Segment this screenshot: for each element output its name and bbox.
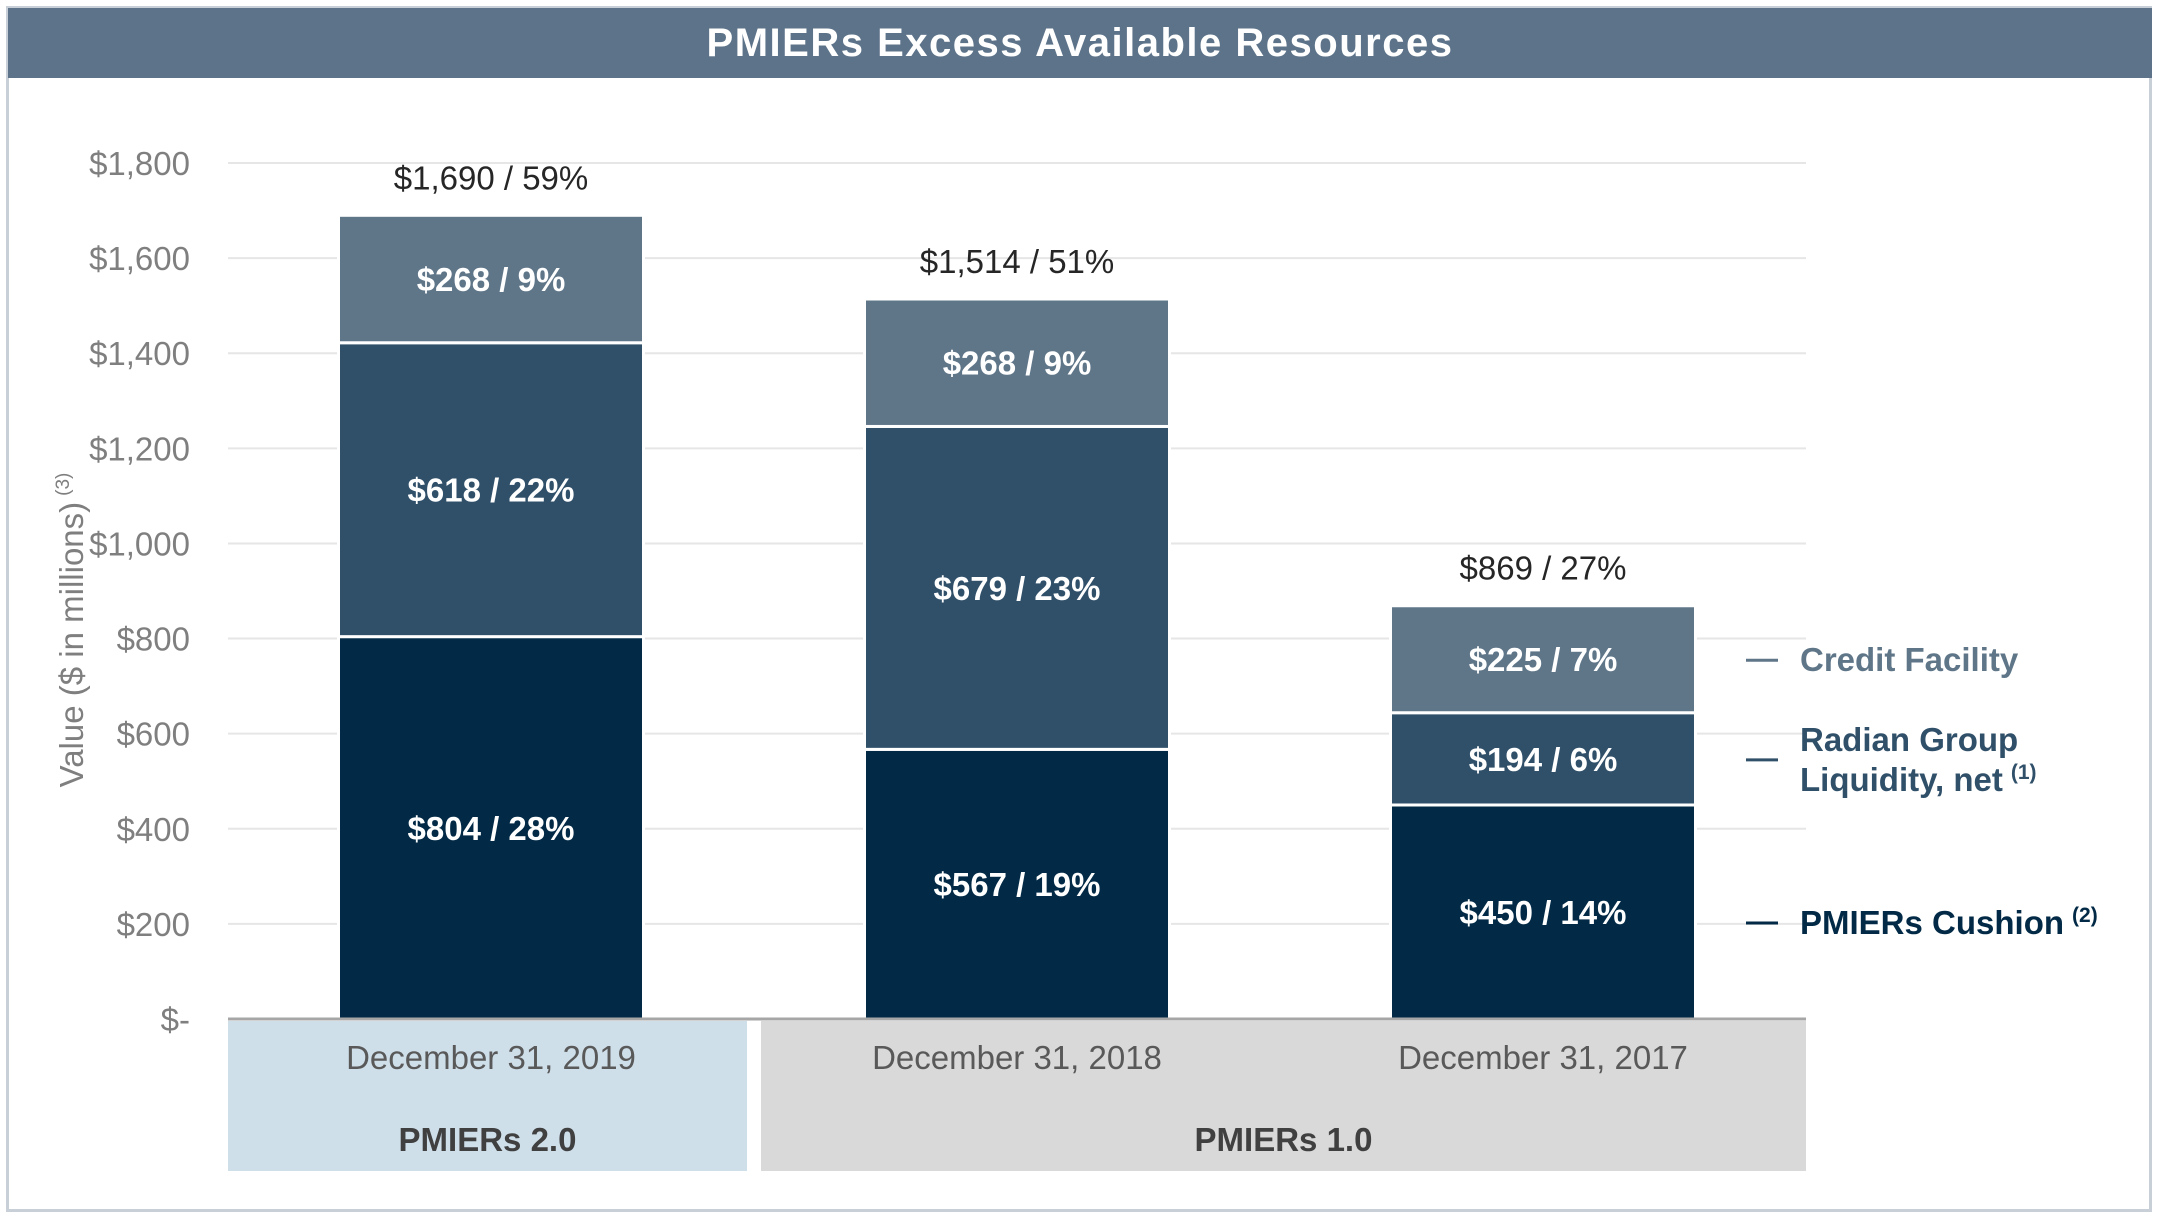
category-group-label: PMIERs 1.0	[1195, 1121, 1373, 1158]
axes: $- $200 $400 $600 $800 $1,000 $1,200 $1,400 $1,6…	[89, 145, 1806, 1076]
legend-label: Liquidity, net (1)	[1800, 761, 2037, 798]
bar-segment	[1389, 711, 1697, 807]
y-tick-label: $1,800	[89, 145, 190, 182]
y-tick-label: $400	[117, 811, 190, 848]
bar-segment-label: $194 / 6%	[1469, 741, 1618, 778]
bar-segment	[337, 213, 645, 345]
bar-total-label: $1,690 / 59%	[394, 159, 589, 196]
y-tick-label: $1,000	[89, 525, 190, 562]
y-tick-label: $1,600	[89, 240, 190, 277]
legend-label-text: Liquidity, net	[1800, 761, 2003, 798]
legend-label: PMIERs Cushion (2)	[1800, 904, 2098, 941]
bar-segment-label: $225 / 7%	[1469, 641, 1618, 678]
bars: $804 / 28% $618 / 22% $268 / 9% $1,690 / 59…	[337, 159, 1697, 1021]
category-group-band	[228, 1021, 747, 1171]
bar-segment-label: $567 / 19%	[934, 866, 1101, 903]
bar-total-label: $1,514 / 51%	[920, 243, 1115, 280]
bar-segment	[863, 424, 1171, 751]
bar-segment	[337, 635, 645, 1021]
bar-segment-label: $618 / 22%	[408, 472, 575, 509]
chart-title: PMIERs Excess Available Resources	[706, 20, 1454, 65]
y-tick-label: $1,200	[89, 430, 190, 467]
y-tick-label: $-	[161, 1001, 190, 1038]
y-tick-label: $800	[117, 621, 190, 658]
y-tick-label: $1,400	[89, 335, 190, 372]
category-group-band	[761, 1021, 1806, 1171]
legend-label-text: PMIERs Cushion	[1800, 904, 2064, 941]
bar-segment-label: $268 / 9%	[417, 261, 566, 298]
bar-segment	[337, 341, 645, 639]
y-axis-label: Value ($ in millions)(3)	[53, 473, 90, 788]
x-category-label: December 31, 2018	[872, 1039, 1162, 1076]
x-category-label: December 31, 2019	[346, 1039, 636, 1076]
legend: PMIERs Cushion (2) Radian GroupLiquidity, …	[1746, 641, 2098, 941]
title-bar: PMIERs Excess Available Resources	[8, 8, 2152, 78]
bar-segment	[863, 297, 1171, 428]
legend-footnote: (2)	[2072, 904, 2098, 927]
x-category-label: December 31, 2017	[1398, 1039, 1688, 1076]
bar-segment	[863, 747, 1171, 1021]
category-group-label: PMIERs 2.0	[399, 1121, 577, 1158]
bar-segment-label: $804 / 28%	[408, 810, 575, 847]
legend-label: Credit Facility	[1800, 641, 2019, 678]
category-groups: PMIERs 2.0 PMIERs 1.0	[228, 1021, 1806, 1171]
y-tick-label: $600	[117, 716, 190, 753]
legend-label: Radian Group	[1800, 721, 2018, 758]
bar-total-label: $869 / 27%	[1460, 550, 1627, 587]
bar-segment	[1389, 803, 1697, 1021]
bar-segment-label: $450 / 14%	[1460, 894, 1627, 931]
bar-segment-label: $268 / 9%	[943, 345, 1092, 382]
legend-footnote: (1)	[2011, 761, 2037, 784]
legend-label-text: Credit Facility	[1800, 641, 2019, 678]
bar-segment	[1389, 604, 1697, 715]
bar-segment-label: $679 / 23%	[934, 570, 1101, 607]
y-tick-label: $200	[117, 906, 190, 943]
